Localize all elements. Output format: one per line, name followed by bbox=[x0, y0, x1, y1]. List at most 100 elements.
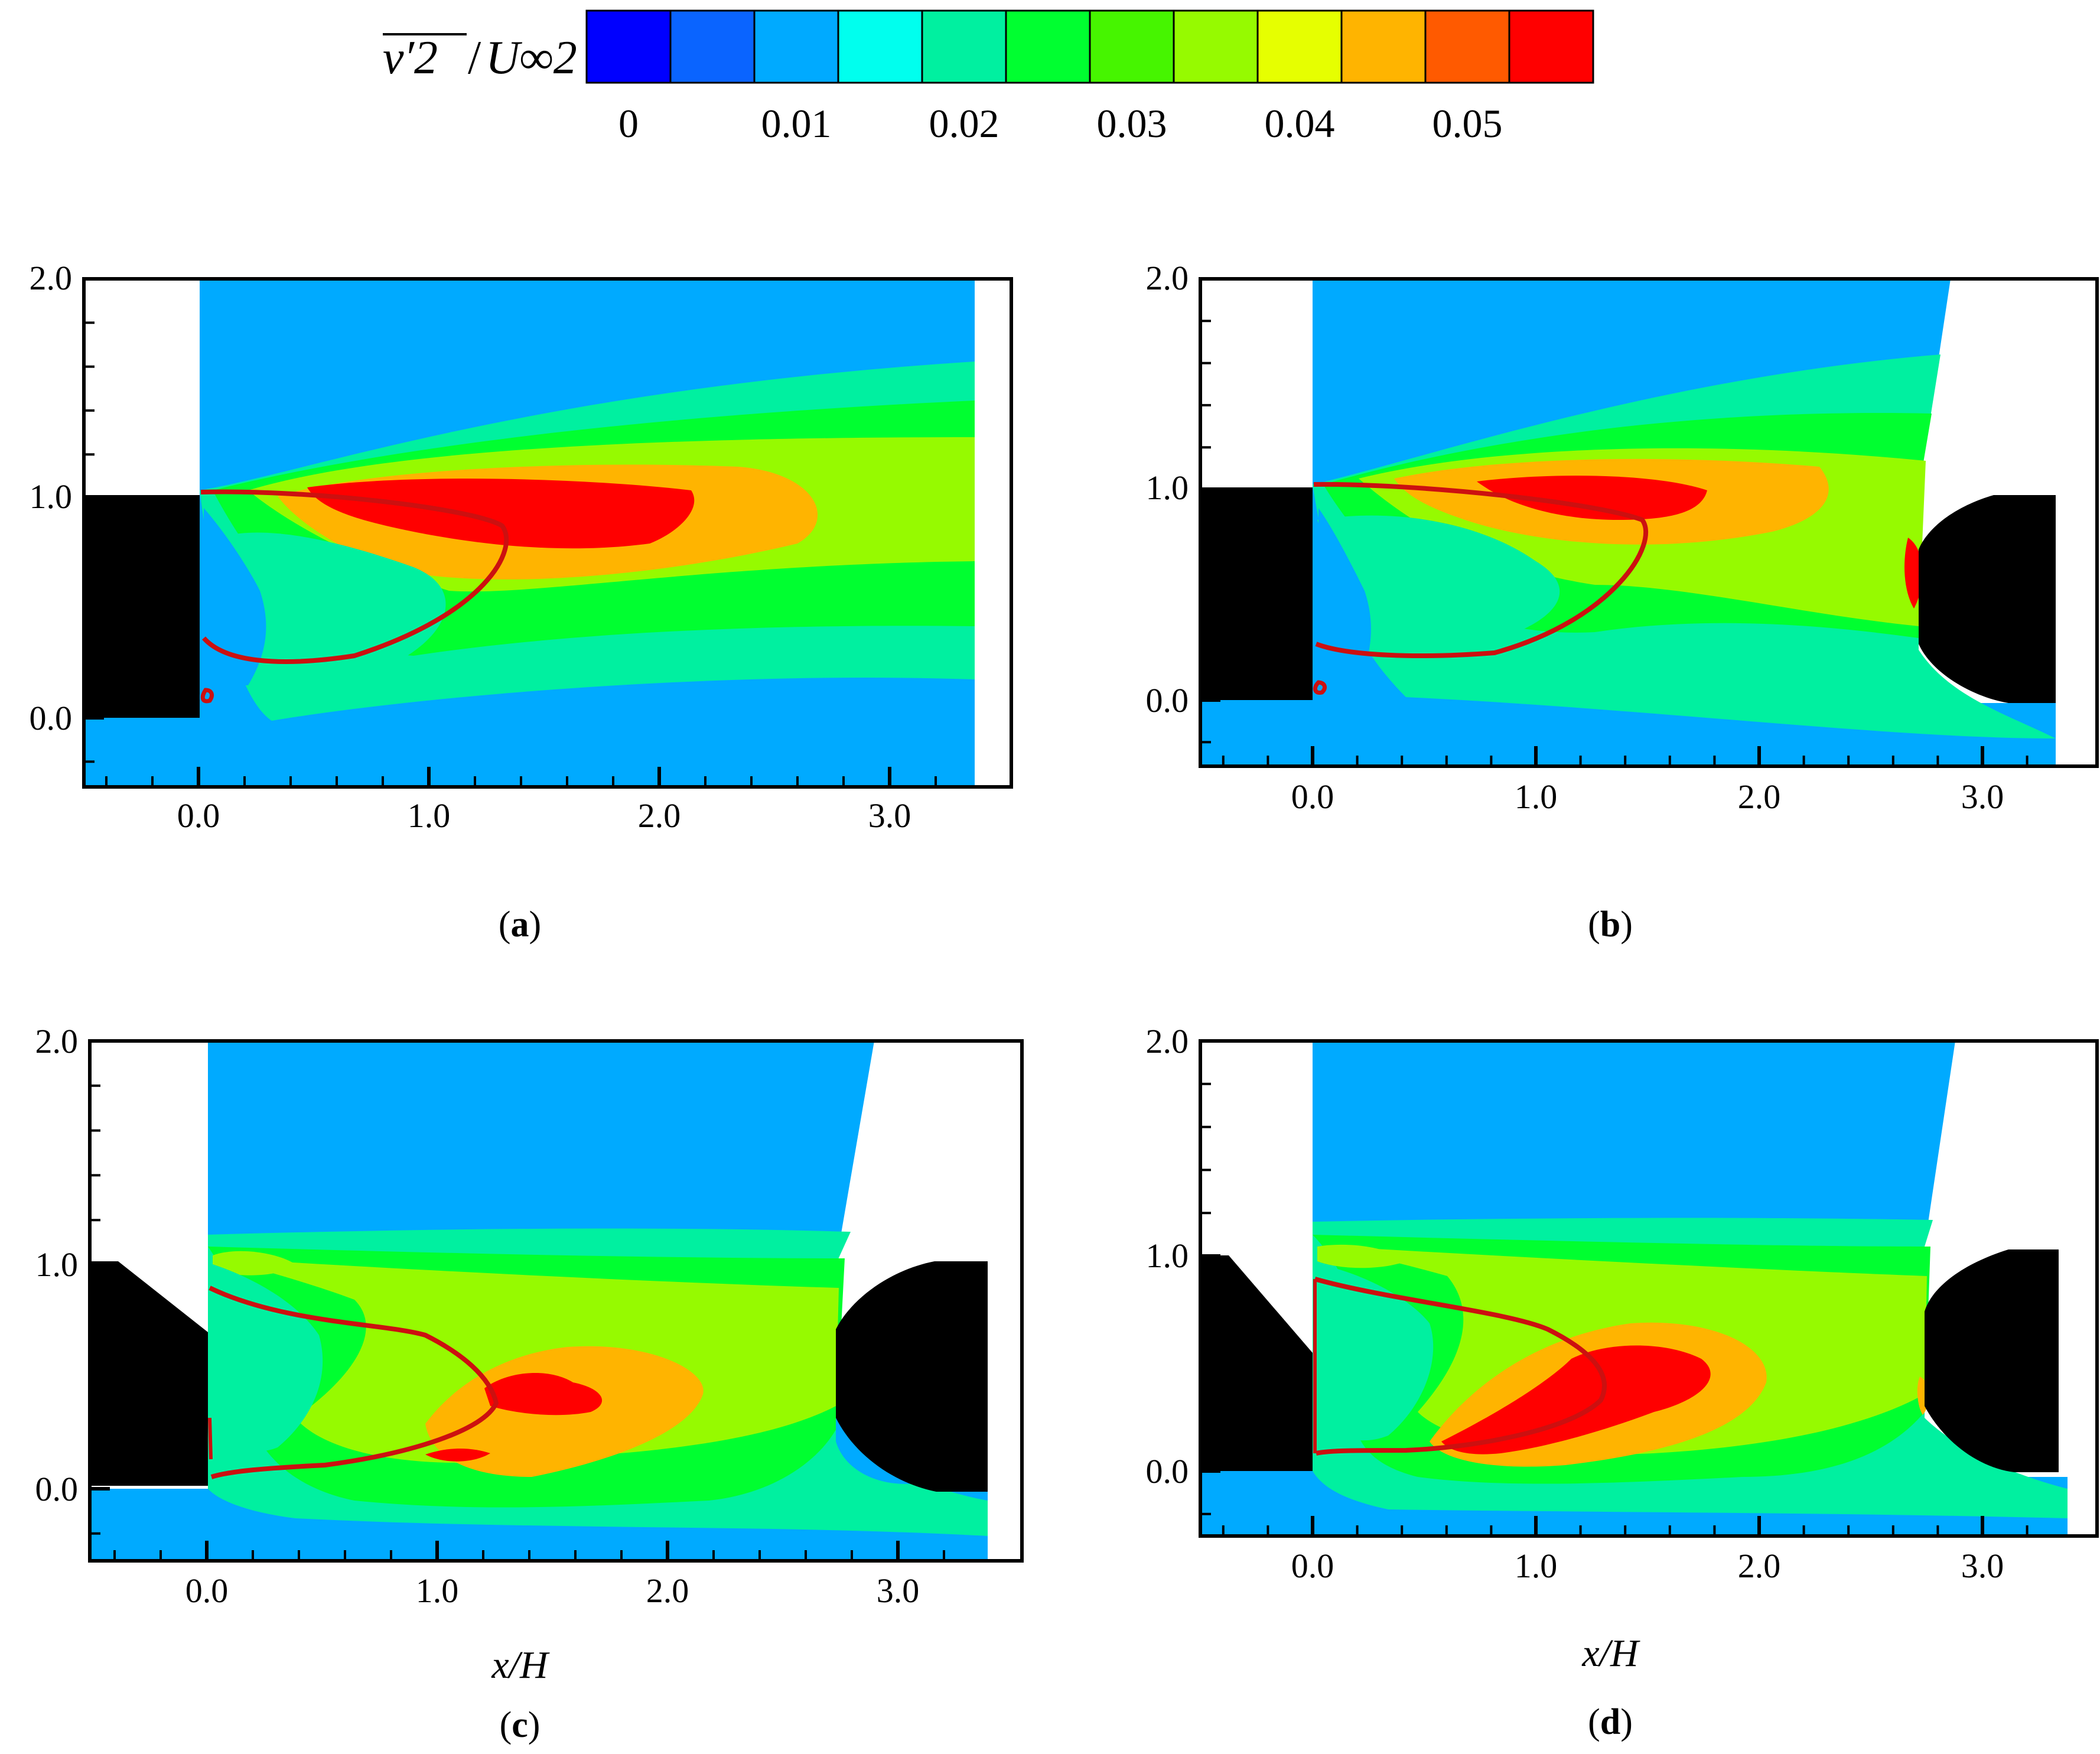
colorbar: 0 0.01 0.02 0.03 0.04 0.05 v′2 / U∞2 bbox=[383, 9, 1594, 146]
x-tick-label: 2.0 bbox=[638, 796, 681, 835]
panel-b-ticks bbox=[1200, 320, 2029, 766]
panel-a-frame bbox=[82, 277, 1013, 789]
y-tick-label: 1.0 bbox=[30, 477, 73, 516]
colorbar-title-sep: / bbox=[468, 32, 481, 84]
step-body-upstream bbox=[1200, 487, 1313, 700]
panel-d-caption: (d) bbox=[1588, 1702, 1633, 1742]
panel-a-caption: (a) bbox=[499, 904, 541, 945]
colorbar-title: v′2 / U∞2 bbox=[383, 32, 577, 84]
panel-c-caption: (c) bbox=[500, 1705, 541, 1745]
panel-b-frame bbox=[1199, 277, 2099, 768]
panel-c-ticks bbox=[90, 1084, 945, 1561]
panel-d-xlabel: x/H bbox=[1581, 1632, 1640, 1675]
field-band-0.025-inner bbox=[1317, 1264, 1434, 1441]
colorbar-cell bbox=[921, 9, 1007, 84]
y-tick-label: 1.0 bbox=[35, 1245, 79, 1284]
field-band-0.01-wall bbox=[836, 1412, 922, 1484]
y-tick-label: 0.0 bbox=[35, 1470, 79, 1508]
separation-streamline bbox=[1313, 481, 1649, 658]
colorbar-cell bbox=[1508, 9, 1594, 84]
step-body-upstream bbox=[90, 1261, 208, 1486]
panel-c-field bbox=[90, 1041, 1022, 1561]
field-band-0.05 bbox=[1477, 476, 1707, 520]
y-tick-label: 2.0 bbox=[1146, 259, 1189, 297]
panel-d-ticks bbox=[1200, 1082, 2029, 1536]
field-band-0.05 bbox=[484, 1372, 603, 1415]
panel-a-field bbox=[84, 279, 1011, 787]
step-body-downstream bbox=[1925, 1249, 2059, 1472]
separation-streamline bbox=[200, 489, 509, 664]
x-tick-label: 0.0 bbox=[1291, 1547, 1334, 1585]
x-tick-label: 2.0 bbox=[1738, 777, 1781, 816]
colorbar-cell bbox=[1340, 9, 1427, 84]
y-tick-label: 0.0 bbox=[1146, 681, 1189, 720]
colorbar-cell bbox=[837, 9, 923, 84]
panel-c: 0.0 1.0 2.0 3.0 0.0 1.0 2.0 x/H (c) bbox=[35, 1022, 1024, 1745]
colorbar-cell bbox=[1256, 9, 1343, 84]
x-tick-label: 1.0 bbox=[408, 796, 451, 835]
panel-a: 0.0 1.0 2.0 3.0 0.0 1.0 2.0 (a) bbox=[30, 259, 1013, 945]
x-tick-label: 1.0 bbox=[416, 1571, 459, 1610]
x-tick-label: 3.0 bbox=[1961, 1547, 2004, 1585]
step-body bbox=[84, 495, 200, 718]
y-tick-label: 2.0 bbox=[1146, 1022, 1189, 1060]
x-tick-label: 2.0 bbox=[1738, 1547, 1781, 1585]
y-tick-label: 0.0 bbox=[30, 699, 73, 737]
panel-d: 0.0 1.0 2.0 3.0 0.0 1.0 2.0 x/H (d) bbox=[1146, 1022, 2099, 1742]
colorbar-cell bbox=[1424, 9, 1510, 84]
separation-streamline bbox=[1314, 1277, 1607, 1456]
step-body-upstream bbox=[1200, 1255, 1313, 1471]
field-band-0.05 bbox=[1441, 1345, 1711, 1454]
colorbar-cell bbox=[585, 9, 672, 84]
field-band-0.01-inner bbox=[204, 508, 266, 685]
colorbar-tick-label: 0.01 bbox=[761, 101, 832, 146]
panel-b: 0.0 1.0 2.0 3.0 0.0 1.0 2.0 (b) bbox=[1146, 259, 2099, 945]
colorbar-cell bbox=[753, 9, 839, 84]
colorbar-cell bbox=[1089, 9, 1175, 84]
colorbar-cell bbox=[1005, 9, 1091, 84]
x-tick-label: 0.0 bbox=[177, 796, 220, 835]
panel-d-field bbox=[1200, 1041, 2097, 1536]
field-band-0.05-wall bbox=[1904, 538, 1923, 608]
field-band-0.025-inner bbox=[213, 1264, 323, 1452]
y-tick-label: 1.0 bbox=[1146, 468, 1189, 507]
y-tick-label: 2.0 bbox=[35, 1022, 79, 1060]
colorbar-tick-label: 0 bbox=[618, 101, 639, 146]
x-tick-label: 1.0 bbox=[1515, 1547, 1558, 1585]
panel-b-field bbox=[1200, 279, 2097, 766]
panel-c-frame bbox=[88, 1039, 1024, 1563]
field-band-0.03-top bbox=[213, 1251, 295, 1275]
field-band-0.01-inner bbox=[1318, 508, 1371, 685]
colorbar-title-main: v′2 bbox=[383, 32, 438, 84]
colorbar-tick-label: 0.02 bbox=[929, 101, 999, 146]
x-tick-label: 0.0 bbox=[1291, 777, 1334, 816]
y-tick-label: 2.0 bbox=[30, 259, 73, 297]
colorbar-cell bbox=[669, 9, 756, 84]
y-tick-label: 1.0 bbox=[1146, 1236, 1189, 1275]
x-tick-label: 1.0 bbox=[1515, 777, 1558, 816]
small-recirculation bbox=[200, 688, 214, 704]
colorbar-cells bbox=[585, 9, 1594, 84]
separation-streamline bbox=[209, 1286, 499, 1479]
colorbar-tick-label: 0.05 bbox=[1432, 101, 1503, 146]
field-band-0.05-lower bbox=[425, 1449, 490, 1462]
y-tick-label: 0.0 bbox=[1146, 1452, 1189, 1491]
colorbar-tick-labels: 0 0.01 0.02 0.03 0.04 0.05 bbox=[618, 101, 1503, 146]
x-tick-label: 3.0 bbox=[877, 1571, 920, 1610]
field-band-0.025-inner bbox=[1317, 515, 1560, 650]
x-tick-label: 3.0 bbox=[868, 796, 911, 835]
panel-a-ticks bbox=[84, 321, 937, 787]
field-band-0.05 bbox=[307, 479, 695, 549]
colorbar-tick-label: 0.04 bbox=[1265, 101, 1335, 146]
x-tick-label: 3.0 bbox=[1961, 777, 2004, 816]
colorbar-title-denominator: U∞2 bbox=[486, 32, 577, 84]
panel-c-xlabel: x/H bbox=[491, 1644, 550, 1687]
field-band-0.03-top bbox=[1317, 1244, 1406, 1268]
panel-b-caption: (b) bbox=[1588, 904, 1633, 945]
step-body-downstream bbox=[836, 1261, 988, 1492]
step-body-downstream bbox=[1919, 495, 2056, 703]
panel-d-frame bbox=[1199, 1039, 2099, 1538]
x-tick-label: 2.0 bbox=[646, 1571, 689, 1610]
